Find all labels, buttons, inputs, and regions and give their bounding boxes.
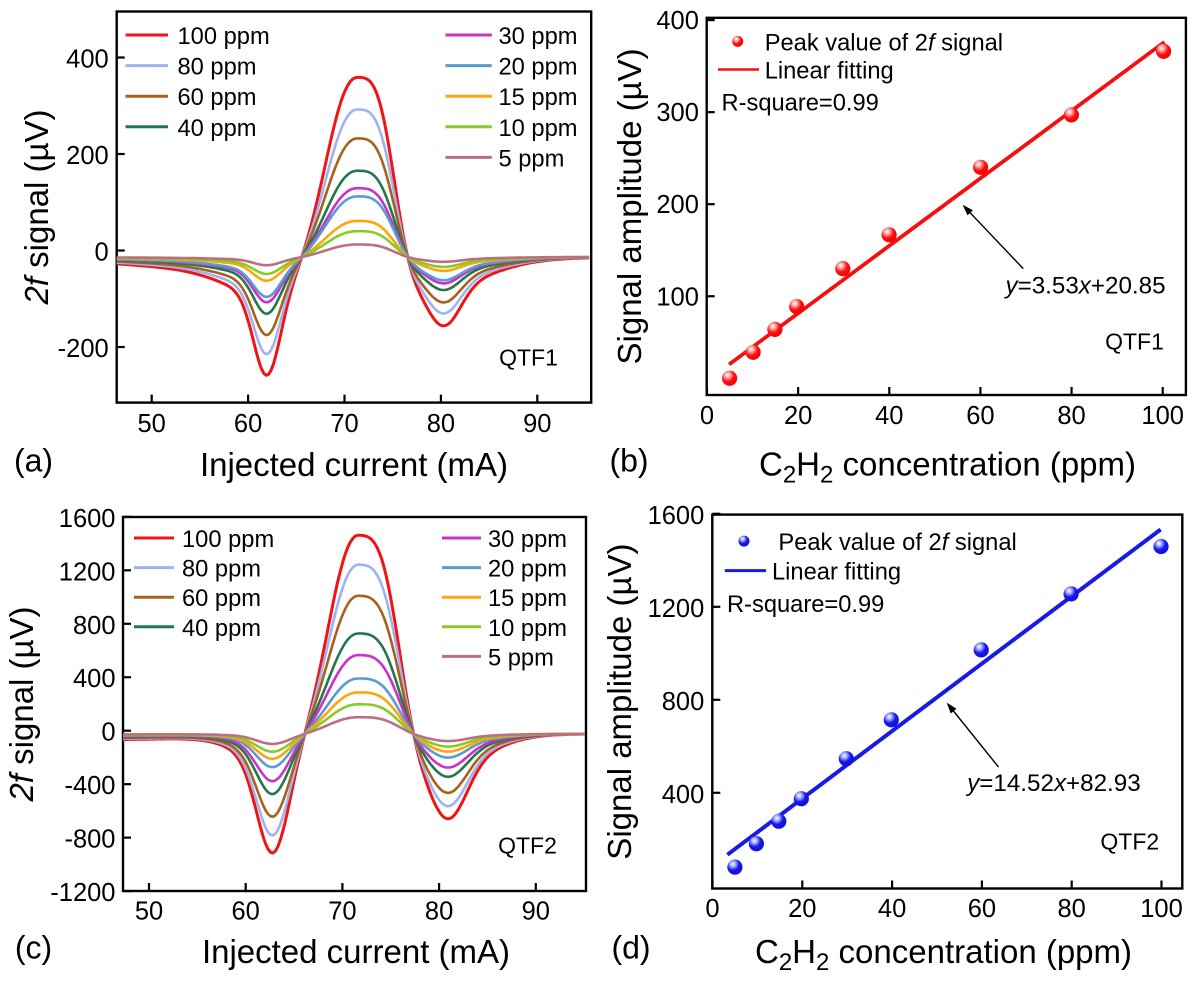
svg-text:-200: -200 — [58, 335, 109, 363]
svg-text:Signal amplitude (µV): Signal amplitude (µV) — [611, 48, 648, 364]
svg-text:400: 400 — [66, 46, 109, 74]
svg-text:-400: -400 — [64, 772, 115, 800]
svg-text:300: 300 — [656, 99, 699, 127]
svg-text:QTF1: QTF1 — [499, 345, 558, 371]
svg-text:40 ppm: 40 ppm — [178, 116, 257, 142]
svg-text:0: 0 — [101, 719, 115, 747]
svg-text:-1200: -1200 — [50, 879, 115, 907]
svg-text:70: 70 — [328, 898, 356, 926]
svg-text:40: 40 — [875, 402, 903, 430]
svg-text:(a): (a) — [14, 443, 53, 479]
svg-text:2f signal (µV): 2f signal (µV) — [18, 109, 55, 305]
svg-text:Signal amplitude (µV): Signal amplitude (µV) — [601, 544, 638, 860]
svg-text:Peak value of 2f signal: Peak value of 2f signal — [778, 530, 1016, 556]
svg-text:40: 40 — [878, 895, 906, 923]
svg-text:QTF2: QTF2 — [498, 833, 557, 859]
svg-text:400: 400 — [662, 781, 705, 809]
svg-text:R-square=0.99: R-square=0.99 — [727, 592, 884, 618]
svg-text:30 ppm: 30 ppm — [488, 527, 567, 553]
svg-text:60 ppm: 60 ppm — [182, 586, 261, 612]
svg-text:20 ppm: 20 ppm — [488, 557, 567, 583]
svg-text:1600: 1600 — [648, 502, 705, 530]
svg-text:90: 90 — [523, 410, 551, 438]
svg-text:50: 50 — [138, 410, 166, 438]
svg-text:15 ppm: 15 ppm — [488, 586, 567, 612]
svg-text:y=14.52x+82.93: y=14.52x+82.93 — [965, 770, 1140, 797]
svg-text:80: 80 — [1057, 402, 1085, 430]
svg-text:5 ppm: 5 ppm — [488, 645, 554, 671]
svg-text:15 ppm: 15 ppm — [499, 85, 578, 111]
svg-text:80: 80 — [1058, 895, 1086, 923]
svg-text:90: 90 — [522, 898, 550, 926]
svg-text:R-square=0.99: R-square=0.99 — [722, 91, 879, 117]
svg-text:(c): (c) — [15, 930, 52, 966]
svg-text:20 ppm: 20 ppm — [499, 55, 578, 81]
svg-text:C2H2 concentration (ppm): C2H2 concentration (ppm) — [759, 446, 1136, 489]
svg-text:80 ppm: 80 ppm — [182, 557, 261, 583]
svg-text:800: 800 — [662, 688, 705, 716]
svg-text:100 ppm: 100 ppm — [178, 24, 270, 50]
svg-text:1200: 1200 — [648, 595, 705, 623]
svg-text:QTF1: QTF1 — [1105, 329, 1164, 355]
svg-text:60: 60 — [968, 895, 996, 923]
svg-text:2f signal (µV): 2f signal (µV) — [3, 606, 40, 802]
svg-text:1600: 1600 — [59, 505, 116, 533]
svg-text:20: 20 — [788, 895, 816, 923]
svg-text:60 ppm: 60 ppm — [178, 85, 257, 111]
svg-text:100: 100 — [656, 283, 699, 311]
svg-text:70: 70 — [330, 410, 358, 438]
svg-text:200: 200 — [656, 191, 699, 219]
svg-text:0: 0 — [705, 895, 719, 923]
svg-text:1200: 1200 — [59, 558, 116, 586]
svg-text:100 ppm: 100 ppm — [182, 527, 274, 553]
svg-text:400: 400 — [73, 665, 116, 693]
svg-text:(b): (b) — [609, 443, 648, 479]
svg-text:80: 80 — [425, 898, 453, 926]
svg-text:40 ppm: 40 ppm — [182, 616, 261, 642]
svg-text:200: 200 — [66, 142, 109, 170]
svg-text:400: 400 — [656, 7, 699, 35]
svg-text:30 ppm: 30 ppm — [499, 24, 578, 50]
svg-text:50: 50 — [135, 898, 163, 926]
svg-text:Linear fitting: Linear fitting — [765, 59, 894, 85]
svg-text:Peak value of 2f signal: Peak value of 2f signal — [765, 30, 1003, 56]
svg-text:0: 0 — [95, 239, 109, 267]
svg-text:10 ppm: 10 ppm — [488, 616, 567, 642]
svg-text:QTF2: QTF2 — [1100, 829, 1159, 855]
svg-text:-800: -800 — [64, 826, 115, 854]
svg-text:10 ppm: 10 ppm — [499, 116, 578, 142]
svg-text:5 ppm: 5 ppm — [499, 146, 565, 172]
svg-text:y=3.53x+20.85: y=3.53x+20.85 — [1004, 273, 1166, 300]
svg-text:0: 0 — [700, 402, 714, 430]
svg-text:C2H2 concentration (ppm): C2H2 concentration (ppm) — [755, 933, 1132, 976]
svg-text:20: 20 — [784, 402, 812, 430]
svg-text:100: 100 — [1140, 895, 1183, 923]
svg-text:80 ppm: 80 ppm — [178, 55, 257, 81]
svg-text:100: 100 — [1141, 402, 1184, 430]
svg-text:800: 800 — [73, 612, 116, 640]
svg-text:(d): (d) — [611, 930, 650, 966]
svg-text:80: 80 — [427, 410, 455, 438]
svg-text:Injected current (mA): Injected current (mA) — [200, 446, 508, 483]
svg-text:60: 60 — [234, 410, 262, 438]
svg-text:60: 60 — [232, 898, 260, 926]
svg-text:Linear fitting: Linear fitting — [772, 560, 901, 586]
svg-text:60: 60 — [966, 402, 994, 430]
svg-text:Injected current (mA): Injected current (mA) — [202, 933, 510, 970]
